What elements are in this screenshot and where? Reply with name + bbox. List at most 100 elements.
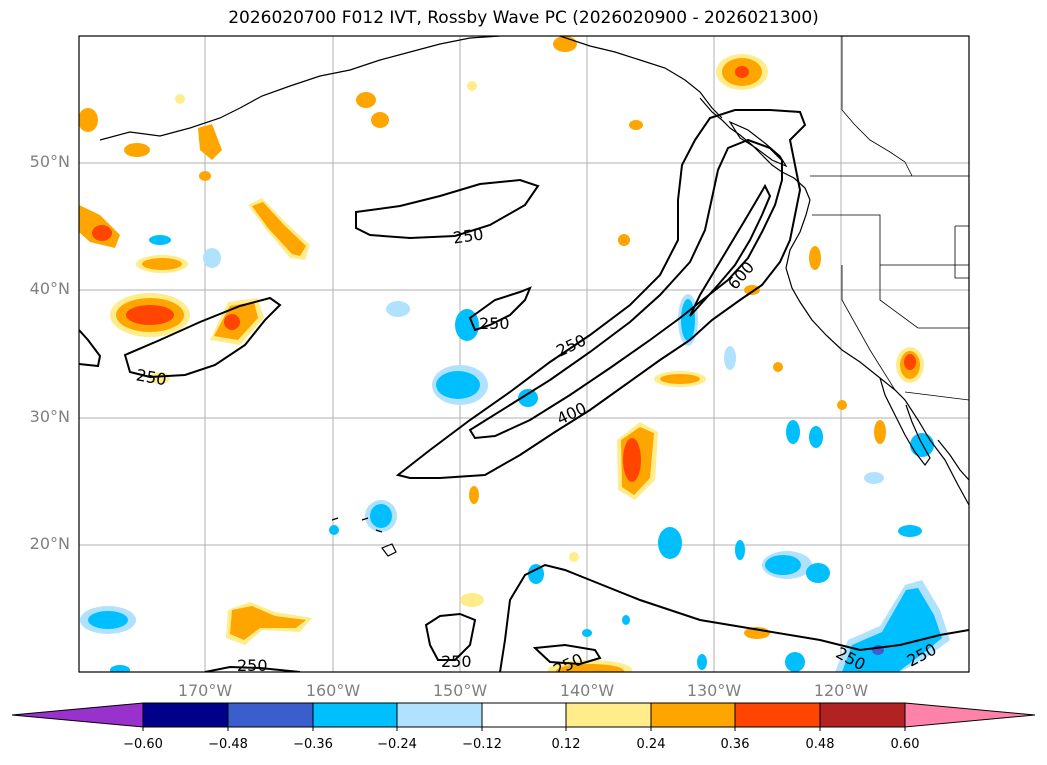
pos-blob	[623, 438, 641, 482]
alaska-coast	[99, 36, 501, 141]
contour-label: 250	[135, 365, 168, 389]
map-title: 2026020700 F012 IVT, Rossby Wave PC (202…	[228, 8, 819, 28]
positive-anomaly-shading	[79, 36, 924, 672]
neg-blob	[735, 540, 745, 560]
hawaii-islands	[331, 517, 397, 557]
pos-blob	[460, 593, 484, 607]
pos-blob	[744, 285, 760, 295]
ivt-contour-250-south-small	[424, 612, 477, 661]
neg-blob	[149, 235, 171, 245]
neg-blob	[329, 525, 339, 535]
neg-blob	[386, 301, 410, 317]
neg-blob	[622, 615, 630, 625]
ivt-contours	[79, 109, 969, 672]
pos-blob	[735, 66, 749, 78]
lon-label: 160°W	[305, 681, 361, 700]
pos-blob	[150, 372, 170, 384]
ivt-contour-250-north	[355, 178, 540, 240]
lon-label: 130°W	[686, 681, 742, 700]
colorbar-tick-label: −0.24	[377, 737, 417, 752]
ivt-contour-250-south	[499, 563, 969, 672]
ivt-contour-400	[468, 138, 783, 440]
contour-label: 250	[452, 224, 485, 247]
canada-province-border	[841, 109, 913, 177]
pos-blob	[124, 143, 150, 157]
contour-label: 250	[479, 314, 510, 333]
pos-blob	[904, 354, 916, 370]
colorbar-segment	[734, 702, 821, 728]
map-frame	[78, 35, 970, 673]
ivt-contour-250-south-center	[532, 643, 602, 666]
colorbar-tick-label: 0.48	[805, 737, 835, 752]
colorbar-tick-label: −0.60	[123, 737, 163, 752]
pos-blob	[556, 664, 624, 672]
neg-blob	[110, 665, 130, 672]
west-coast-us	[785, 199, 969, 506]
neg-blob	[681, 299, 695, 341]
neg-blob	[370, 504, 392, 528]
colorbar-tick-label: 0.60	[890, 737, 920, 752]
pos-blob	[142, 258, 182, 270]
neg-blob	[898, 525, 922, 537]
colorbar-tick-label: −0.48	[208, 737, 248, 752]
neg-blob	[436, 371, 480, 399]
lat-label: 40°N	[29, 279, 70, 298]
mexico-border	[904, 391, 969, 401]
lon-label: 140°W	[559, 681, 615, 700]
pos-blob	[809, 246, 821, 270]
lat-label: 50°N	[29, 152, 70, 171]
neg-blob	[658, 527, 682, 559]
state-border	[841, 265, 896, 391]
colorbar-segment	[650, 702, 736, 728]
baja-peninsula	[879, 377, 931, 467]
lon-label: 120°W	[813, 681, 869, 700]
colorbar-segment	[312, 702, 398, 728]
pos-blob	[837, 400, 847, 410]
contour-label: 250	[550, 649, 586, 679]
neg-blob	[582, 629, 592, 637]
pos-blob	[618, 234, 630, 246]
pos-blob	[569, 552, 579, 562]
neg-blob	[809, 426, 823, 448]
colorbar-tick-label: −0.36	[293, 737, 333, 752]
neg-blob	[910, 433, 934, 457]
bc-coast	[699, 97, 811, 201]
pos-blob	[553, 36, 577, 52]
ivt-contour-600	[689, 183, 772, 317]
pos-blob	[175, 94, 185, 104]
colorbar-segment	[819, 702, 906, 728]
pos-blob	[874, 420, 886, 444]
negative-anomaly-shading	[80, 235, 950, 672]
pos-blob	[92, 225, 112, 241]
colorbar-tick-label: −0.12	[462, 737, 502, 752]
neg-blob	[724, 346, 736, 370]
ivt-contour-250-river	[395, 109, 807, 479]
neg-blob	[765, 555, 801, 575]
neg-blob	[842, 588, 942, 672]
contour-label: 250	[441, 652, 472, 671]
lon-label: 150°W	[432, 681, 488, 700]
colorbar-extend-high	[904, 702, 1036, 728]
neg-blob	[785, 652, 805, 672]
colorbar-segment	[396, 702, 483, 728]
neg-blob	[528, 564, 544, 584]
colorbar-segment	[142, 702, 229, 728]
ivt-contour-250-left-edge	[79, 329, 102, 368]
pos-blob	[773, 362, 783, 372]
ivt-contour-250-west	[123, 296, 282, 379]
colorbar-tick-label: 0.36	[720, 737, 750, 752]
contour-label: 250	[237, 656, 268, 675]
pos-blob	[199, 171, 211, 181]
colorbar-extend-low	[11, 702, 144, 728]
colorbar-segment	[565, 702, 652, 728]
lat-label: 20°N	[29, 534, 70, 553]
pos-blob	[356, 92, 376, 108]
colorbar-segment	[481, 702, 567, 728]
neg-blob	[88, 611, 128, 629]
pos-blob	[629, 120, 643, 130]
state-border	[879, 265, 969, 329]
pos-blob	[371, 112, 389, 128]
pos-blob	[198, 124, 222, 160]
colorbar-segment	[227, 702, 314, 728]
